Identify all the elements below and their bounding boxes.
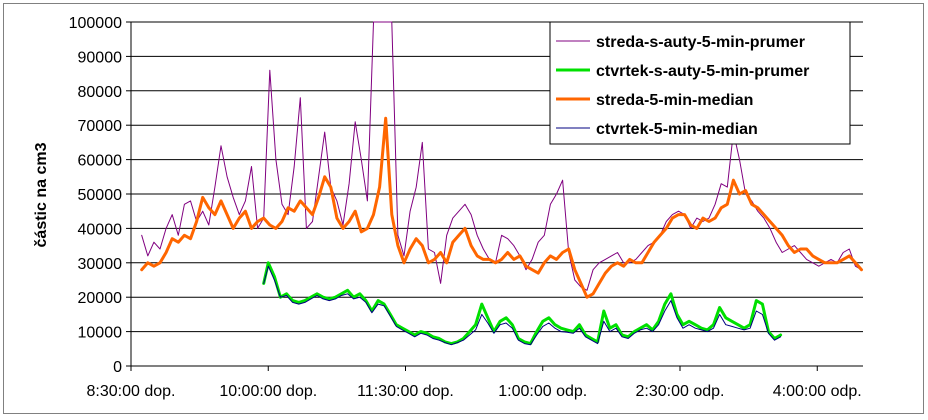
series-line-ctvrtek-s-auty-5-min-prumer <box>262 261 783 346</box>
series-line-streda-s-auty-5-min-prumer <box>141 21 862 291</box>
legend: streda-s-auty-5-min-prumer ctvrtek-s-auty… <box>549 21 851 145</box>
y-axis-title: částic na cm3 <box>33 142 50 247</box>
x-tick-label: 2:30:00 odp. <box>636 383 725 400</box>
y-tick-label: 70000 <box>78 118 123 135</box>
x-tick-label: 10:00:00 dop. <box>219 383 317 400</box>
legend-label: ctvrtek-s-auty-5-min-prumer <box>596 63 809 80</box>
y-tick-label: 30000 <box>78 256 123 273</box>
legend-label: streda-5-min-median <box>596 92 753 109</box>
series-lines <box>140 21 863 346</box>
series-line-streda-5-min-median <box>140 116 863 299</box>
y-tick-label: 20000 <box>78 290 123 307</box>
legend-label: streda-s-auty-5-min-prumer <box>596 34 805 51</box>
x-tick-label: 11:30:00 dop. <box>357 383 454 400</box>
y-tick-label: 50000 <box>78 187 123 204</box>
x-tick-label: 1:00:00 odp. <box>498 383 587 400</box>
series-line-ctvrtek-5-min-median <box>263 265 782 346</box>
y-tick-label: 60000 <box>78 153 123 170</box>
y-tick-label: 10000 <box>78 325 123 342</box>
legend-box <box>549 21 851 145</box>
legend-label: ctvrtek-5-min-median <box>596 121 758 138</box>
y-tick-label: 90000 <box>78 49 123 66</box>
axes: 0 10000 20000 30000 40000 50000 60000 70000 8000… <box>69 15 863 400</box>
y-tick-label: 80000 <box>78 84 123 101</box>
y-tick-label: 100000 <box>69 15 122 32</box>
x-tick-label: 8:30:00 dop. <box>87 383 176 400</box>
y-tick-label: 40000 <box>78 221 123 238</box>
x-tick-label: 4:00:00 odp. <box>773 383 862 400</box>
y-tick-label: 0 <box>113 359 122 376</box>
